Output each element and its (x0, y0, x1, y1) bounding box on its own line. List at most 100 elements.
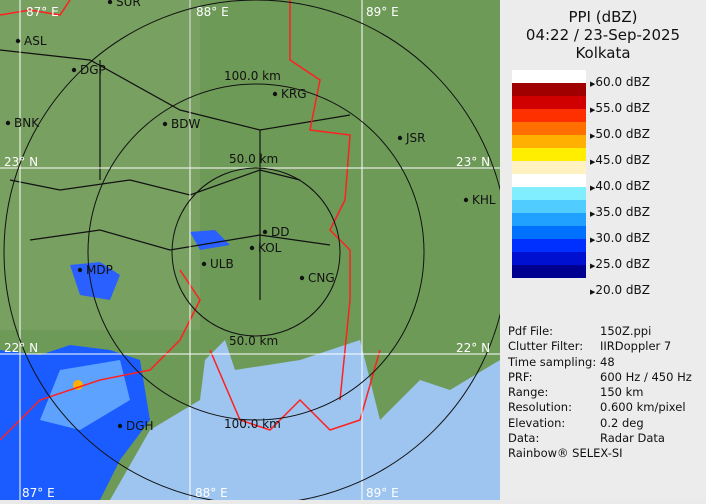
city-marker: KOL (249, 241, 282, 255)
city-dot (397, 135, 403, 141)
lon-label: 87° E (22, 486, 55, 500)
lon-label: 88° E (196, 5, 229, 19)
city-marker: SUR (107, 0, 141, 9)
range-label: 50.0 km (229, 152, 278, 166)
station-name: Kolkata (575, 44, 631, 62)
parameter-value: 0.2 deg (600, 415, 644, 430)
range-label: 50.0 km (229, 334, 278, 348)
legend-label: ▶30.0 dBZ (590, 231, 650, 245)
parameter-key: Data: (508, 431, 540, 446)
parameter-key: Elevation: (508, 415, 566, 430)
legend-label: ▶20.0 dBZ (590, 283, 650, 297)
parameter-value: 150Z.ppi (600, 324, 652, 338)
lat-label: 23° N (456, 155, 490, 169)
lat-label: 22° N (4, 341, 38, 355)
parameter-key: Resolution: (508, 400, 572, 415)
parameter-value: IIRDoppler 7 (600, 339, 672, 354)
city-label: DGH (126, 419, 154, 433)
lat-label: 22° N (456, 341, 490, 355)
datetime: 04:22 / 23-Sep-2025 (525, 26, 681, 44)
city-marker: JSR (397, 131, 426, 145)
parameter-key: Clutter Filter: (508, 339, 584, 354)
legend-swatch (512, 70, 586, 83)
city-dot (77, 267, 83, 273)
parameter-value: 150 km (600, 385, 644, 400)
city-label: BDW (171, 117, 200, 131)
legend-label: ▶55.0 dBZ (590, 101, 650, 115)
city-marker: BDW (162, 117, 200, 131)
parameter-row: PRF: 600 Hz / 450 Hz (508, 370, 692, 385)
parameter-value: Radar Data (600, 431, 665, 446)
parameter-key: Pdf File: (508, 324, 554, 338)
lat-label: 23° N (4, 155, 38, 169)
legend-swatch (512, 96, 586, 109)
radar-parameters: Pdf File: 150Z.ppi Clutter Filter: IIRDoppl… (508, 324, 692, 446)
legend-swatch (512, 239, 586, 252)
legend-swatch (512, 226, 586, 239)
info-panel: PPI (dBZ) 04:22 / 23-Sep-2025 Kolkata ▶6… (500, 0, 706, 500)
product-title: PPI (dBZ) (568, 8, 638, 26)
city-marker: KRG (272, 87, 307, 101)
city-dot (272, 91, 278, 97)
legend-swatch (512, 109, 586, 122)
parameter-row: Data: Radar Data (508, 431, 692, 446)
city-label: MDP (86, 263, 113, 277)
legend-label: ▶50.0 dBZ (590, 127, 650, 141)
city-dot (201, 261, 207, 267)
legend-swatch (512, 83, 586, 96)
legend-swatch (512, 265, 586, 278)
city-label: DD (271, 225, 289, 239)
parameter-key: Time sampling: (508, 354, 597, 369)
parameter-value: 600 Hz / 450 Hz (600, 369, 692, 384)
city-marker: DGH (117, 419, 154, 433)
city-marker: DGP (71, 63, 106, 77)
parameter-key: Range: (508, 385, 549, 400)
legend-label: ▶45.0 dBZ (590, 153, 650, 167)
legend-swatch (512, 122, 586, 135)
city-label: KHL (472, 193, 496, 207)
range-label: 100.0 km (224, 417, 281, 431)
city-dot (299, 275, 305, 281)
city-marker: ASL (15, 34, 47, 48)
lon-label: 89° E (366, 5, 399, 19)
city-marker: MDP (77, 263, 113, 277)
parameter-value: 0.600 km/pixel (600, 400, 686, 415)
range-label: 100.0 km (224, 69, 281, 83)
legend-label: ▶35.0 dBZ (590, 205, 650, 219)
lon-label: 88° E (195, 486, 228, 500)
lon-label: 89° E (366, 486, 399, 500)
legend-swatch (512, 161, 586, 174)
city-label: DGP (80, 63, 106, 77)
city-marker: ULB (201, 257, 234, 271)
rain-echoes (0, 230, 230, 500)
parameter-row: Time sampling: 48 (508, 355, 692, 370)
parameter-row: Pdf File: 150Z.ppi (508, 324, 692, 339)
vendor-credit: Rainbow® SELEX-SI (508, 446, 623, 460)
legend-swatch (512, 135, 586, 148)
radar-map: 87° E 88° E 89° E 87° E 88° E 89° E 23° … (0, 0, 509, 504)
city-dot (117, 423, 123, 429)
city-dot (262, 229, 268, 235)
city-label: CNG (308, 271, 335, 285)
city-marker: KHL (463, 193, 496, 207)
sea (110, 340, 500, 500)
legend-swatch (512, 187, 586, 200)
city-dot (463, 197, 469, 203)
grid (0, 0, 500, 500)
legend-swatch (512, 148, 586, 161)
city-label: JSR (405, 131, 426, 145)
parameter-key: PRF: (508, 369, 533, 384)
city-dot (162, 121, 168, 127)
city-label: SUR (116, 0, 141, 9)
legend-label: ▶40.0 dBZ (590, 179, 650, 193)
city-dot (5, 120, 11, 126)
city-label: KRG (281, 87, 307, 101)
legend-swatch (512, 200, 586, 213)
city-label: BNK (14, 116, 40, 130)
parameter-row: Elevation: 0.2 deg (508, 416, 692, 431)
city-label: ULB (210, 257, 234, 271)
city-label: ASL (24, 34, 47, 48)
city-dot (15, 38, 21, 44)
legend-swatch (512, 174, 586, 187)
lon-label: 87° E (26, 5, 59, 19)
